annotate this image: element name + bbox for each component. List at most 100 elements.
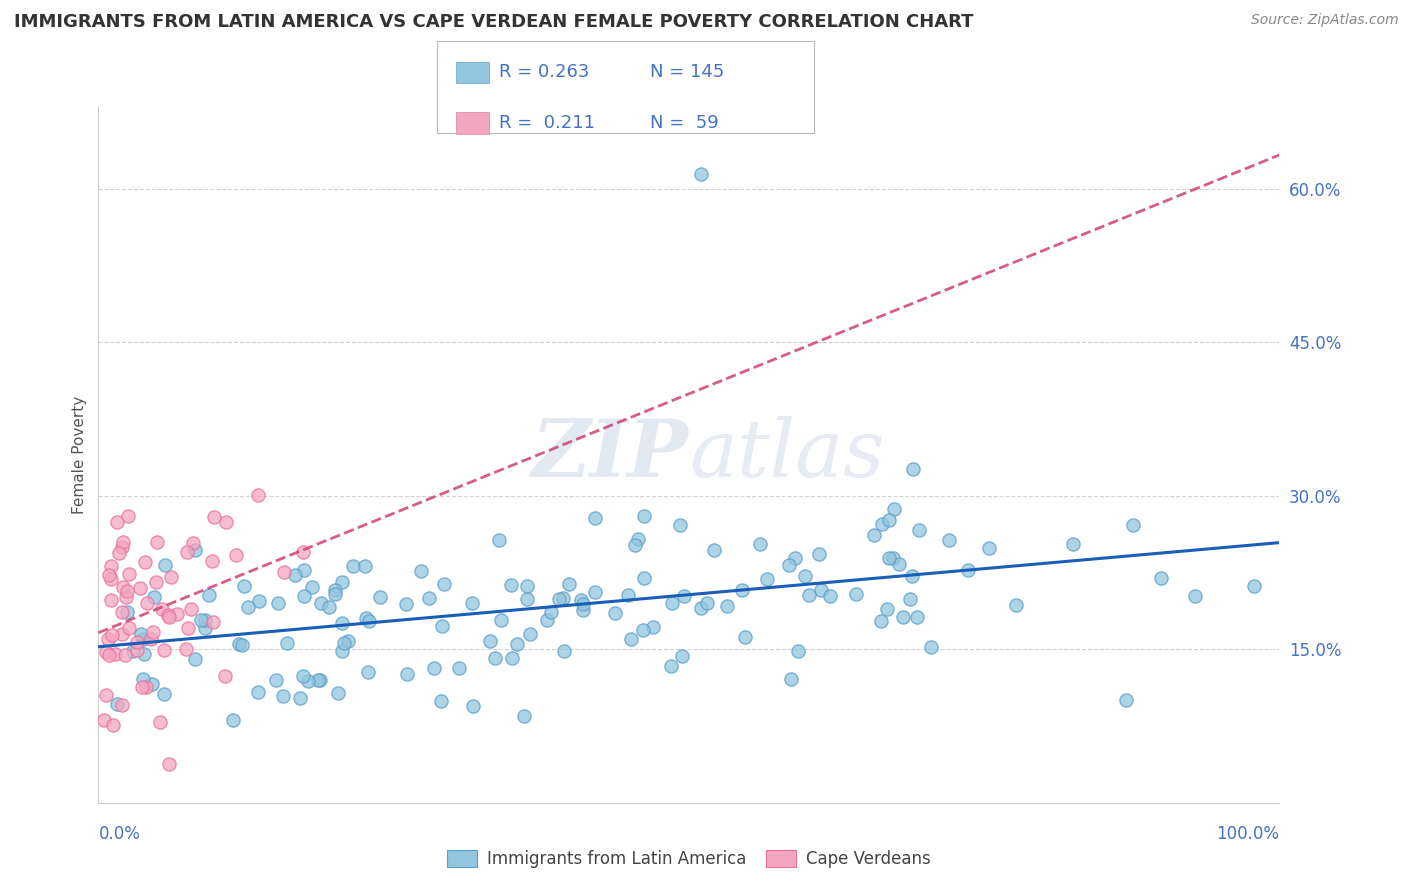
Text: atlas: atlas [689, 417, 884, 493]
Point [484, 651, 506, 665]
Point [149, 714, 172, 729]
Point [908, 523, 931, 537]
Point [166, 607, 188, 621]
Point [356, 610, 378, 624]
Point [180, 602, 202, 616]
Point [105, 697, 128, 711]
Point [267, 596, 290, 610]
Point [323, 582, 346, 597]
Point [883, 502, 905, 516]
Point [215, 515, 238, 529]
Point [569, 593, 592, 607]
Point [115, 605, 138, 619]
Y-axis label: Female Poverty: Female Poverty [72, 396, 87, 514]
Text: N = 145: N = 145 [650, 63, 724, 81]
Point [276, 636, 298, 650]
Point [519, 626, 541, 640]
Point [1062, 537, 1084, 551]
Point [190, 613, 212, 627]
Point [478, 634, 501, 648]
Point [236, 599, 259, 614]
Point [905, 609, 928, 624]
Point [633, 571, 655, 585]
Point [222, 713, 245, 727]
Point [396, 666, 419, 681]
Point [433, 577, 456, 591]
Point [869, 614, 891, 628]
Point [901, 569, 924, 583]
Point [141, 632, 163, 647]
Point [553, 644, 575, 658]
Point [307, 673, 329, 687]
Point [117, 508, 139, 523]
Point [292, 545, 315, 559]
Point [891, 610, 914, 624]
Point [696, 596, 718, 610]
Point [810, 582, 832, 597]
Point [489, 613, 512, 627]
Point [631, 624, 654, 638]
Point [201, 553, 224, 567]
Point [778, 558, 800, 572]
Point [131, 680, 153, 694]
Point [330, 616, 353, 631]
Point [903, 461, 925, 475]
Text: IMMIGRANTS FROM LATIN AMERICA VS CAPE VERDEAN FEMALE POVERTY CORRELATION CHART: IMMIGRANTS FROM LATIN AMERICA VS CAPE VE… [14, 13, 973, 31]
Point [1122, 518, 1144, 533]
Point [111, 540, 134, 554]
Point [333, 636, 356, 650]
Point [785, 550, 807, 565]
Point [101, 717, 124, 731]
Text: R = 0.263: R = 0.263 [499, 63, 589, 81]
Point [430, 618, 453, 632]
Point [557, 577, 579, 591]
Point [671, 648, 693, 663]
Point [551, 591, 574, 606]
Point [153, 558, 176, 572]
Point [603, 606, 626, 620]
Point [301, 580, 323, 594]
Point [956, 563, 979, 577]
Point [889, 557, 911, 571]
Point [150, 602, 173, 616]
Point [786, 644, 808, 658]
Point [291, 669, 314, 683]
Point [246, 488, 269, 502]
Point [228, 637, 250, 651]
Point [174, 642, 197, 657]
Point [423, 661, 446, 675]
Point [583, 510, 606, 524]
Point [337, 634, 360, 648]
Point [225, 548, 247, 562]
Text: ZIP: ZIP [531, 417, 689, 493]
Point [309, 673, 332, 687]
Point [627, 532, 650, 546]
Point [672, 589, 695, 603]
Point [273, 566, 295, 580]
Point [104, 647, 127, 661]
Point [118, 566, 141, 581]
Point [94, 645, 117, 659]
Point [734, 630, 756, 644]
Point [536, 613, 558, 627]
Point [97, 567, 120, 582]
Point [128, 582, 150, 596]
Point [749, 537, 772, 551]
Point [540, 605, 562, 619]
Point [794, 568, 817, 582]
Point [318, 599, 340, 614]
Point [449, 661, 471, 675]
Point [194, 613, 217, 627]
Point [617, 588, 640, 602]
Point [115, 591, 138, 605]
Point [668, 518, 690, 533]
Point [342, 558, 364, 573]
Point [132, 672, 155, 686]
Point [323, 587, 346, 601]
Point [571, 597, 593, 611]
Point [499, 578, 522, 592]
Point [177, 621, 200, 635]
Point [506, 637, 529, 651]
Point [122, 644, 145, 658]
Point [98, 648, 121, 662]
